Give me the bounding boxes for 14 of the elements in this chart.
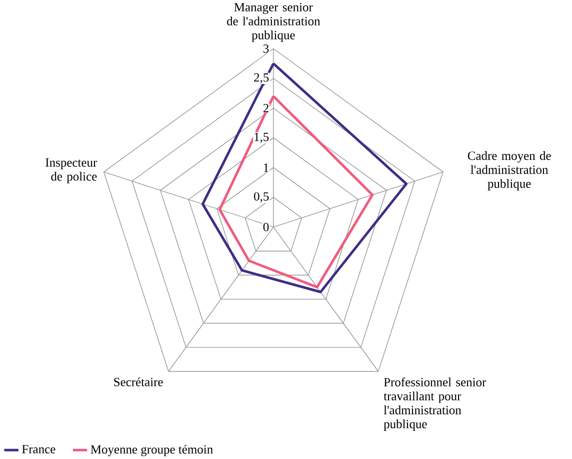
y-tick-label: 1,5 (254, 132, 269, 143)
y-tick-label: 3 (263, 44, 269, 53)
spoke-label: Manager senior de l'administration publique (226, 2, 320, 42)
y-tick-label: 1 (264, 163, 268, 172)
spoke-label: Professionnel senior travaillant pour l'administration publique (384, 377, 486, 431)
y-tick-label: 0 (263, 222, 269, 232)
y-tick-label: 2 (263, 104, 268, 112)
spoke-label: Cadre moyen de l'administration publique (468, 151, 551, 190)
spoke-label: Secrétaire (114, 377, 163, 386)
spoke-label: Inspecteur de police (46, 158, 98, 184)
legend-label: Moyenne groupe témoin (90, 444, 213, 456)
y-tick-label: 0,5 (254, 192, 269, 202)
y-tick-label: 2,5 (254, 73, 269, 84)
legend-label: France (22, 444, 56, 454)
